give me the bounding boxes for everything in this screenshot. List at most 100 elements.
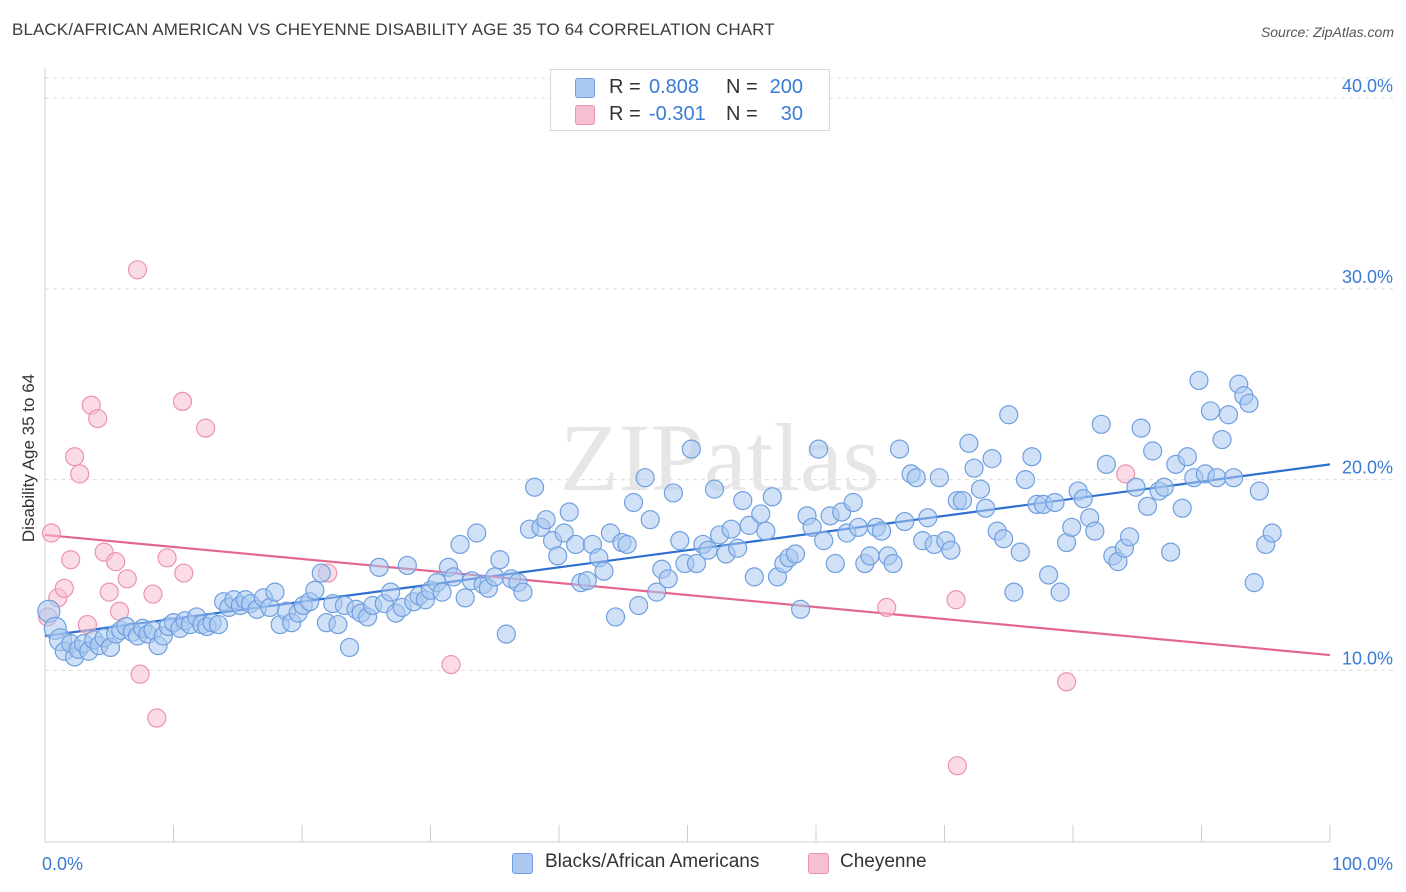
y-tick-label: 10.0% [1342, 648, 1393, 668]
cheyenne-point [130, 664, 150, 684]
blacks-point [397, 555, 417, 576]
x-tick-label: 0.0% [42, 854, 83, 874]
blacks-point [647, 582, 667, 602]
blacks-point [1062, 517, 1082, 537]
x-tick-label: 100.0% [1332, 854, 1393, 874]
blacks-point [444, 567, 464, 587]
blacks-point [1244, 573, 1264, 593]
legend-n-label: N = [726, 76, 758, 98]
chart-title: BLACK/AFRICAN AMERICAN VS CHEYENNE DISAB… [12, 20, 775, 39]
blacks-point [1004, 582, 1024, 602]
blacks-point [1177, 447, 1197, 467]
blacks-point [1096, 454, 1117, 474]
blue-swatch [575, 78, 595, 98]
cheyenne-point [157, 548, 177, 568]
blacks-point [548, 546, 568, 566]
blacks-points [37, 370, 1282, 667]
blacks-point [751, 504, 771, 524]
blacks-point [490, 550, 510, 570]
blacks-point [1045, 492, 1065, 513]
legend-n-label: N = [726, 103, 758, 125]
blacks-point [1249, 481, 1269, 501]
blacks-point [663, 483, 683, 503]
source-label: Source: ZipAtlas.com [1260, 24, 1394, 40]
blacks-point [1218, 405, 1239, 425]
cheyenne-point [1056, 672, 1077, 692]
blacks-point [883, 553, 903, 574]
blacks-point [566, 534, 586, 555]
blacks-point [658, 569, 678, 589]
blacks-point [744, 567, 764, 587]
blacks-point [594, 561, 614, 581]
blacks-point [976, 498, 996, 518]
blacks-point [1050, 582, 1070, 602]
blacks-point [577, 571, 597, 591]
blacks-point [918, 508, 938, 528]
legend-r-label: R = [609, 76, 641, 98]
blacks-point [670, 531, 690, 551]
blacks-point [328, 614, 348, 635]
blacks-point [1172, 498, 1192, 518]
blacks-point [808, 439, 829, 459]
legend-label: Cheyenne [840, 851, 927, 872]
blacks-point [843, 492, 863, 513]
blacks-point [1161, 542, 1181, 562]
blacks-point [814, 531, 834, 551]
blacks-point [982, 449, 1002, 469]
cheyenne-point [143, 584, 163, 604]
legend-r-label: R = [609, 103, 641, 125]
cheyenne-point [106, 552, 126, 572]
blacks-point [265, 582, 285, 602]
blacks-point [208, 614, 229, 635]
blacks-point [1137, 496, 1158, 516]
blacks-point [305, 580, 325, 600]
blacks-point [790, 599, 811, 619]
blacks-point [889, 439, 910, 459]
cheyenne-point [127, 260, 148, 280]
blacks-point [485, 567, 505, 587]
cheyenne-point [174, 563, 194, 583]
blacks-point [1207, 468, 1227, 488]
blacks-point [339, 637, 360, 658]
blacks-point [1224, 468, 1244, 488]
blacks-point [802, 517, 822, 537]
blacks-point [1200, 401, 1221, 421]
blacks-point [681, 439, 701, 459]
blacks-point [629, 595, 649, 616]
blacks-point [994, 529, 1014, 549]
blacks-point [929, 468, 949, 488]
blacks-point [1091, 414, 1111, 434]
blacks-point [1010, 542, 1030, 562]
blacks-point [1239, 393, 1259, 413]
blacks-point [756, 521, 776, 541]
legend-n-value: 200 [769, 76, 803, 98]
blacks-point [640, 510, 660, 530]
blacks-point [728, 538, 748, 558]
blacks-point [369, 557, 389, 577]
blacks-point [999, 405, 1019, 425]
blacks-point [635, 468, 655, 488]
blacks-point [381, 582, 401, 602]
blacks-point [1015, 470, 1036, 490]
blacks-point [970, 479, 991, 499]
blacks-point [1189, 370, 1209, 391]
blacks-point [559, 502, 579, 522]
blacks-point [455, 588, 475, 608]
blacks-point [848, 517, 869, 537]
blacks-point [1131, 418, 1151, 438]
pink-swatch [575, 105, 595, 125]
cheyenne-point [877, 597, 897, 618]
tick-labels: 10.0% 20.0% 30.0% 40.0% 0.0% 100.0% [42, 76, 1393, 874]
cheyenne-point [41, 523, 62, 543]
blacks-point [952, 490, 973, 511]
blacks-point [733, 490, 753, 511]
blacks-point [536, 510, 556, 530]
blacks-point [704, 479, 725, 499]
blacks-point [1126, 477, 1146, 497]
legend-row-cheyenne: R = -0.301 N = 30 [551, 101, 829, 127]
blacks-point [623, 492, 644, 513]
blacks-point [605, 607, 626, 627]
blacks-point [524, 477, 545, 497]
blacks-point [1154, 477, 1174, 497]
